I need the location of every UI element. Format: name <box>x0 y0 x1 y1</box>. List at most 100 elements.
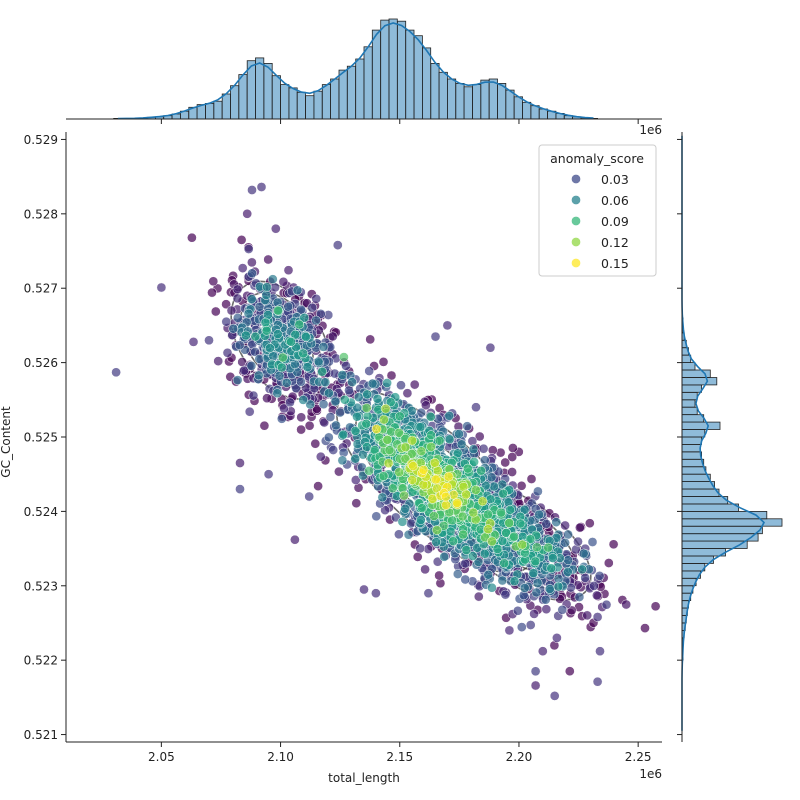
scatter-point <box>325 412 336 422</box>
right-histogram-bar <box>681 414 705 423</box>
scatter-point <box>365 334 376 345</box>
scatter-point <box>534 509 544 520</box>
scatter-point <box>415 543 426 554</box>
scatter-point <box>276 413 287 424</box>
scatter-point <box>483 509 493 520</box>
scatter-point <box>537 646 548 657</box>
scatter-point <box>359 584 369 595</box>
right-histogram-bar <box>681 384 703 393</box>
scatter-point <box>273 305 283 316</box>
scatter-point <box>454 429 464 439</box>
scatter-point <box>547 553 558 563</box>
legend-marker <box>571 195 581 205</box>
scatter-point <box>330 396 341 407</box>
scatter-point <box>367 378 378 389</box>
top-histogram-bar <box>330 78 340 120</box>
scatter-point <box>339 394 350 405</box>
x-tick-label: 2.10 <box>267 750 294 764</box>
scatter-point <box>267 274 278 285</box>
scatter-point <box>213 356 224 366</box>
x-tick-label: 2.15 <box>386 750 413 764</box>
scatter-point <box>243 244 254 254</box>
scatter-point <box>337 455 348 466</box>
scatter-point <box>379 414 389 425</box>
scatter-point <box>221 316 232 327</box>
right-histogram-bar <box>681 555 714 564</box>
scatter-point <box>553 581 564 592</box>
x-tick-label: 2.25 <box>625 750 652 764</box>
right-histogram-bar <box>681 518 783 527</box>
scatter-point <box>237 263 248 273</box>
scatter-point <box>305 399 316 410</box>
scatter-point <box>371 424 382 434</box>
scatter-point <box>512 605 523 616</box>
scatter-point <box>236 235 247 245</box>
scatter-point <box>549 691 560 701</box>
scatter-point <box>443 471 454 482</box>
scatter-point <box>416 446 427 457</box>
main-axes: 2.05 2.10 2.15 2.20 2.25 0.5210.5220.5230.52… <box>0 132 662 785</box>
scatter-point <box>318 342 329 352</box>
top-histogram-bar <box>405 29 415 120</box>
scatter-point <box>434 435 445 446</box>
scatter-point <box>226 305 237 316</box>
top-histogram-bar <box>488 78 498 120</box>
top-histogram-bar <box>463 86 473 120</box>
scatter-point <box>286 336 296 347</box>
top-histogram-bar <box>455 83 465 120</box>
scatter-point <box>403 529 414 540</box>
scatter-point <box>335 407 345 418</box>
right-histogram-bar <box>681 436 703 445</box>
top-histogram-bar <box>396 20 407 120</box>
scatter-point <box>246 361 257 371</box>
top-marginal-ticks <box>160 119 639 124</box>
scatter-point <box>241 330 251 341</box>
scatter-point <box>426 441 436 452</box>
scatter-point <box>519 504 530 515</box>
scatter-point <box>382 434 393 445</box>
scatter-point <box>577 564 587 575</box>
top-offset-text: 1e6 <box>639 123 662 137</box>
right-histogram-bar <box>681 377 718 386</box>
y-axis-label: GC_Content <box>0 406 13 478</box>
scatter-point <box>362 389 373 400</box>
scatter-point <box>587 537 598 547</box>
scatter-point <box>263 469 274 480</box>
top-marginal-histogram: 1e6 <box>66 18 662 137</box>
scatter-point <box>519 583 530 593</box>
scatter-point <box>358 449 368 460</box>
scatter-point <box>364 466 374 476</box>
y-tick-label: 0.527 <box>24 282 58 296</box>
top-histogram-bar <box>472 84 482 120</box>
scatter-point <box>546 563 557 574</box>
scatter-point <box>156 282 167 293</box>
legend-marker <box>571 237 581 247</box>
y-tick-label: 0.521 <box>24 728 58 742</box>
scatter-point <box>452 498 463 508</box>
scatter-point <box>426 430 436 441</box>
scatter-point <box>247 185 257 195</box>
scatter-point <box>334 466 344 477</box>
y-tick-label: 0.525 <box>24 431 58 445</box>
scatter-point <box>575 522 585 533</box>
top-histogram-bar <box>213 100 223 120</box>
scatter-point <box>584 518 595 529</box>
right-histogram-bar <box>681 563 706 572</box>
scatter-point <box>504 625 515 636</box>
scatter-point <box>394 427 404 438</box>
right-histogram-bar <box>681 540 748 549</box>
top-histogram-bar <box>255 57 265 120</box>
scatter-point <box>244 406 255 417</box>
scatter-point <box>429 511 439 521</box>
scatter-point <box>423 588 434 599</box>
y-tick-label: 0.522 <box>24 654 58 668</box>
top-histogram-bar <box>271 75 281 120</box>
right-histogram-bar <box>681 391 698 401</box>
top-histogram-bar <box>513 96 523 120</box>
scatter-point <box>650 601 661 612</box>
scatter-point <box>492 544 503 554</box>
scatter-point <box>232 284 243 295</box>
scatter-point <box>400 503 411 514</box>
scatter-point <box>574 592 585 602</box>
scatter-point <box>270 282 280 293</box>
